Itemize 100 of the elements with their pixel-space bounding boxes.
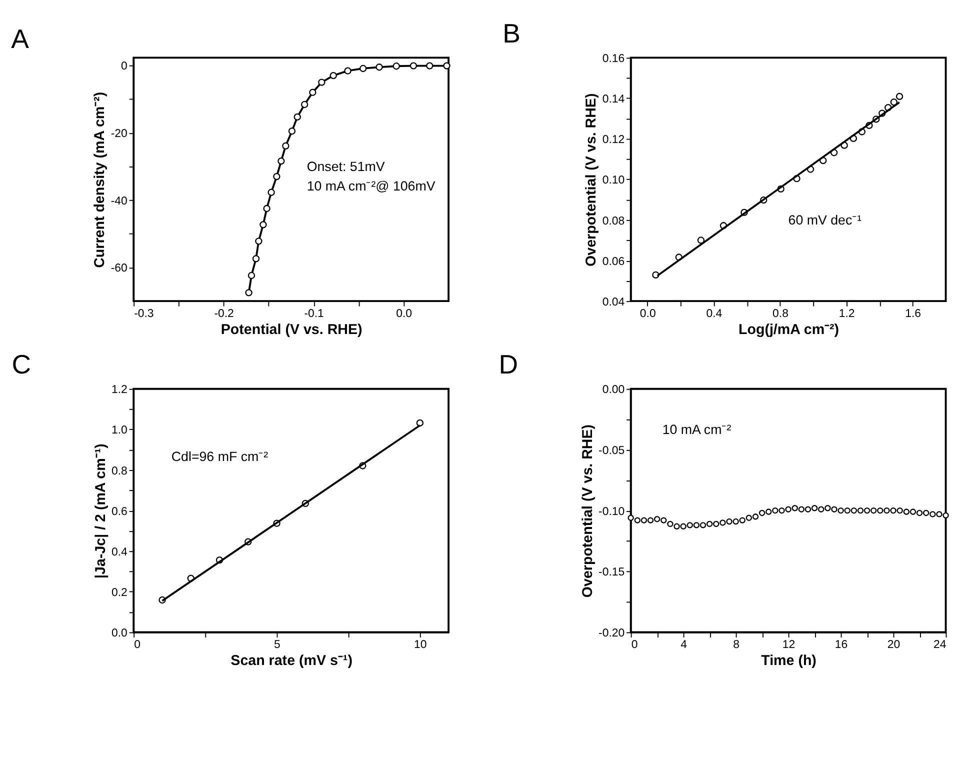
point (772, 507, 778, 514)
x-tick-label: 24 (934, 638, 947, 651)
point (720, 520, 726, 526)
point (804, 506, 812, 512)
point (674, 523, 680, 530)
x-tick-label: 0 (631, 638, 638, 651)
point (416, 419, 424, 427)
y-axis-title: Overpotential (V vs. RHE) (580, 424, 596, 598)
y-tick-label: 0 (121, 60, 128, 73)
point (706, 520, 713, 528)
point (654, 516, 660, 522)
point (628, 514, 634, 521)
point (857, 507, 864, 514)
y-tick-label: -40 (110, 195, 128, 208)
y-tick-label: -0.05 (598, 445, 625, 458)
point (640, 517, 648, 524)
point (838, 507, 844, 514)
x-axis-title: Log(j/mA cm⁻²) (738, 322, 840, 338)
point (877, 507, 884, 514)
chart-title: C (12, 350, 32, 380)
y-tick-label: 0.14 (602, 94, 626, 106)
x-tick-label: 16 (834, 638, 848, 651)
annotation: 10 mA cm⁻²@ 106mV (306, 178, 436, 194)
point (697, 236, 705, 244)
point (824, 505, 831, 512)
point (746, 514, 752, 521)
annotation: Onset: 51mV (306, 159, 385, 174)
y-tick-label: 1.0 (112, 424, 128, 437)
point (864, 507, 870, 514)
y-tick-label: -0.15 (598, 566, 625, 579)
x-tick-label: 1.6 (905, 308, 922, 320)
point (884, 507, 890, 514)
point (732, 518, 739, 525)
point (831, 506, 838, 512)
point (930, 511, 936, 518)
y-tick-label: 0.6 (112, 506, 128, 518)
y-tick-label: 0.08 (602, 215, 625, 228)
chart-title: B (502, 18, 520, 48)
x-tick-label: -0.3 (134, 308, 154, 320)
y-tick-label: 0.4 (112, 546, 128, 558)
y-tick-label: -0.10 (598, 506, 625, 518)
point (942, 512, 949, 519)
point (752, 514, 759, 520)
x-tick-label: 8 (733, 638, 740, 651)
point (798, 506, 805, 512)
y-axis-title: Overpotential (V vs. RHE) (584, 93, 600, 266)
x-tick-label: 5 (274, 638, 280, 651)
y-tick-label: 0.04 (602, 296, 626, 308)
chart-title: A (11, 24, 30, 54)
x-tick-label: 0.4 (706, 308, 723, 320)
point (903, 508, 910, 515)
point (660, 517, 667, 524)
point (667, 520, 674, 528)
y-tick-label: 0.2 (112, 586, 128, 599)
y-axis-title: |Ja-Jc| / 2 (mA cm⁻¹) (92, 443, 109, 578)
x-tick-label: 4 (680, 638, 688, 651)
point (844, 507, 850, 514)
annotation: 60 mV dec⁻¹ (788, 212, 862, 228)
point (792, 505, 798, 512)
point (896, 507, 903, 514)
y-tick-label: -0.20 (598, 628, 625, 640)
y-tick-label: 1.2 (112, 384, 128, 396)
x-tick-label: 0 (134, 638, 140, 651)
point (922, 510, 930, 516)
point (811, 505, 818, 512)
chart-title: D (498, 350, 518, 380)
point (936, 511, 942, 518)
x-tick-label: 0.0 (396, 308, 412, 320)
x-tick-label: 1.2 (838, 308, 855, 320)
y-tick-label: -20 (110, 128, 128, 140)
y-tick-label: 0.00 (602, 384, 625, 396)
x-tick-label: 10 (414, 638, 427, 651)
point (818, 506, 824, 512)
point (634, 517, 640, 524)
point (693, 522, 700, 528)
point (700, 522, 706, 528)
point (713, 520, 720, 528)
annotation: Cdl=96 mF cm⁻² (171, 448, 269, 464)
y-tick-label: 0.10 (602, 174, 625, 187)
x-axis-title: Scan rate (mV s⁻¹) (230, 653, 353, 670)
y-tick-label: 0.16 (602, 53, 625, 66)
point (686, 522, 693, 528)
point (758, 510, 766, 516)
point (910, 508, 916, 515)
point (647, 517, 654, 524)
x-tick-label: 0.8 (772, 308, 788, 320)
point (850, 507, 858, 514)
x-tick-label: -0.2 (214, 308, 234, 320)
x-tick-label: 0.0 (640, 308, 656, 320)
y-tick-label: -60 (110, 262, 128, 275)
x-tick-label: 20 (887, 638, 900, 651)
y-axis-title: Current density (mA cm⁻²) (92, 92, 108, 268)
y-tick-label: 0.12 (602, 134, 625, 146)
point (778, 507, 785, 514)
point (766, 508, 772, 515)
y-tick-label: 0.8 (112, 465, 128, 478)
point (896, 92, 904, 100)
x-axis-title: Time (h) (761, 653, 817, 670)
point (870, 507, 877, 514)
y-tick-label: 0.06 (602, 256, 625, 268)
